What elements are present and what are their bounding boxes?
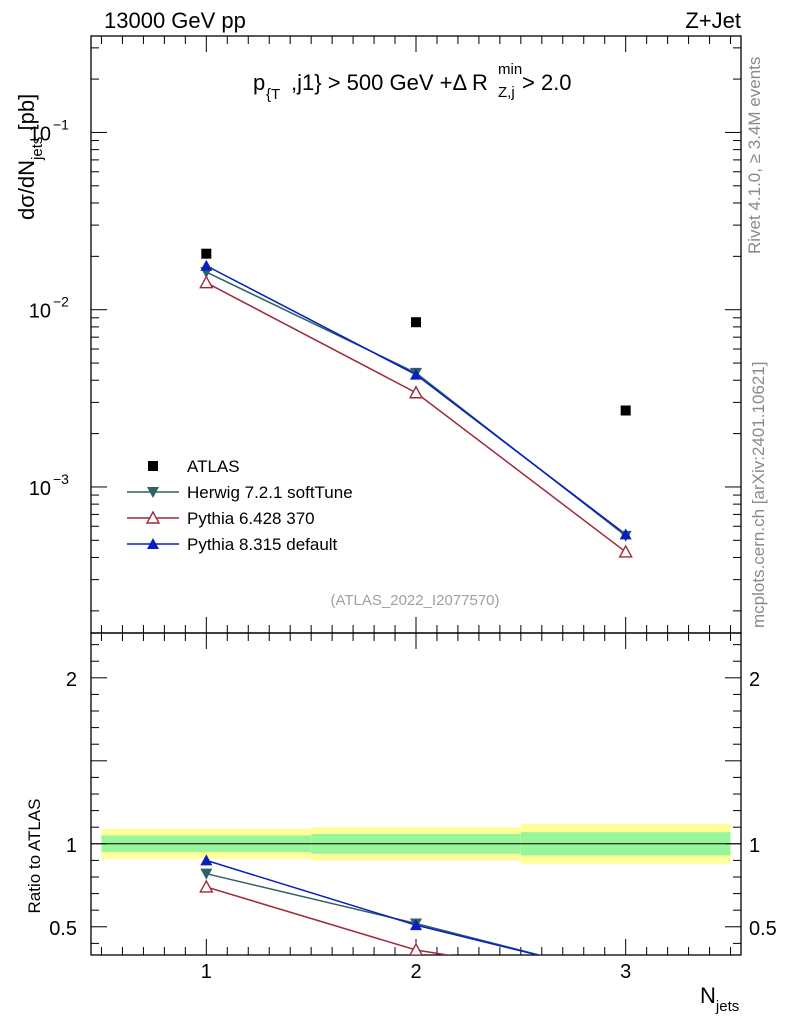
- y-tick-label-exp: −3: [53, 471, 69, 487]
- ratio-y-axis-title: Ratio to ATLAS: [25, 799, 44, 914]
- legend-label-pythia6: Pythia 6.428 370: [187, 509, 315, 528]
- ratio-plot: 1 2 3 0.5 0.5 1 1 2 2: [49, 632, 777, 983]
- x-axis-title: Njets: [700, 983, 739, 1015]
- main-y-ticks: [91, 47, 741, 612]
- cut-label-sup: min: [498, 61, 522, 78]
- x-ticks: [100, 36, 732, 955]
- legend-marker-pythia8: [147, 538, 159, 549]
- y-tick-label: 10: [29, 478, 51, 500]
- ratio-point-pythia8: [410, 919, 422, 931]
- mcplots-label: mcplots.cern.ch [arXiv:2401.10621]: [749, 362, 768, 628]
- energy-label: 13000 GeV pp: [104, 8, 246, 33]
- main-plot: 10−310−210−1: [29, 35, 742, 955]
- series-points-pythia8: [200, 259, 632, 540]
- point-pythia6: [618, 544, 633, 558]
- cut-label-p: p: [253, 70, 265, 95]
- point-data: [620, 405, 631, 416]
- y-tick-label-exp: −1: [53, 116, 69, 132]
- ratio-y-tick-label-right: 0.5: [749, 918, 777, 940]
- legend-label-data: ATLAS: [187, 457, 240, 476]
- ratio-y-tick-label-left: 0.5: [49, 918, 77, 940]
- ratio-point-pythia6: [199, 879, 214, 893]
- x-tick-label: 2: [410, 961, 421, 983]
- y-axis-title-unit: [pb]: [14, 94, 39, 137]
- analysis-id: (ATLAS_2022_I2077570): [330, 592, 499, 609]
- legend-item-herwig: Herwig 7.2.1 softTune: [127, 483, 353, 502]
- x-axis-title-sub: jets: [715, 998, 739, 1015]
- point-pythia8: [200, 259, 213, 271]
- ratio-y-tick-label-left: 2: [66, 669, 77, 691]
- cut-label-main: ,j1} > 500 GeV +Δ R: [291, 70, 488, 95]
- point-pythia6: [408, 385, 424, 399]
- point-data: [411, 317, 421, 328]
- ratio-point-pythia8: [200, 854, 213, 866]
- legend-label-pythia8: Pythia 8.315 default: [187, 535, 338, 554]
- rivet-label: Rivet 4.1.0, ≥ 3.4M events: [745, 57, 764, 254]
- cut-label-tail: > 2.0: [522, 70, 572, 95]
- point-pythia6: [199, 275, 214, 289]
- ratio-series: [199, 854, 542, 955]
- y-tick-label: 10: [29, 123, 51, 145]
- ratio-y-tick-label-right: 1: [749, 835, 760, 857]
- series-points-pythia6: [199, 275, 633, 558]
- point-pythia8: [410, 368, 422, 380]
- legend-item-data: ATLAS: [148, 457, 240, 476]
- ratio-y-ticks: [91, 644, 741, 944]
- legend-marker-pythia6: [145, 510, 161, 524]
- legend: ATLAS Herwig 7.2.1 softTune Pythia 6.428 3…: [127, 457, 353, 554]
- ratio-y-tick-label-left: 1: [66, 835, 77, 857]
- cut-label: p {T ,j1} > 500 GeV +Δ R min Z,j > 2.0: [253, 61, 572, 103]
- legend-item-pythia6: Pythia 6.428 370: [127, 509, 315, 528]
- y-axis-title-main: dσ/dN: [14, 160, 39, 220]
- legend-label-herwig: Herwig 7.2.1 softTune: [187, 483, 353, 502]
- x-tick-label: 1: [201, 961, 212, 983]
- y-axis-title: dσ/dNjets [pb]: [14, 94, 46, 220]
- ratio-point-pythia6: [409, 942, 423, 955]
- y-tick-label-exp: −2: [53, 294, 69, 310]
- ratio-y-tick-label-right: 2: [749, 669, 760, 691]
- cut-label-t-sub: {T: [266, 86, 280, 103]
- cut-label-sub: Z,j: [498, 84, 515, 101]
- y-tick-label: 10: [29, 301, 51, 323]
- legend-marker-data: [148, 461, 158, 471]
- legend-item-pythia8: Pythia 8.315 default: [127, 535, 338, 554]
- point-data: [201, 248, 212, 259]
- y-axis-title-sub: jets: [29, 137, 46, 161]
- series-points-data: [201, 248, 631, 416]
- legend-marker-herwig: [147, 487, 159, 498]
- x-tick-label: 3: [620, 961, 631, 983]
- process-label: Z+Jet: [685, 8, 741, 33]
- point-pythia8: [619, 528, 632, 540]
- ratio-frame: [90, 632, 742, 956]
- ratio-point-herwig: [200, 868, 213, 880]
- x-axis-title-main: N: [700, 983, 716, 1008]
